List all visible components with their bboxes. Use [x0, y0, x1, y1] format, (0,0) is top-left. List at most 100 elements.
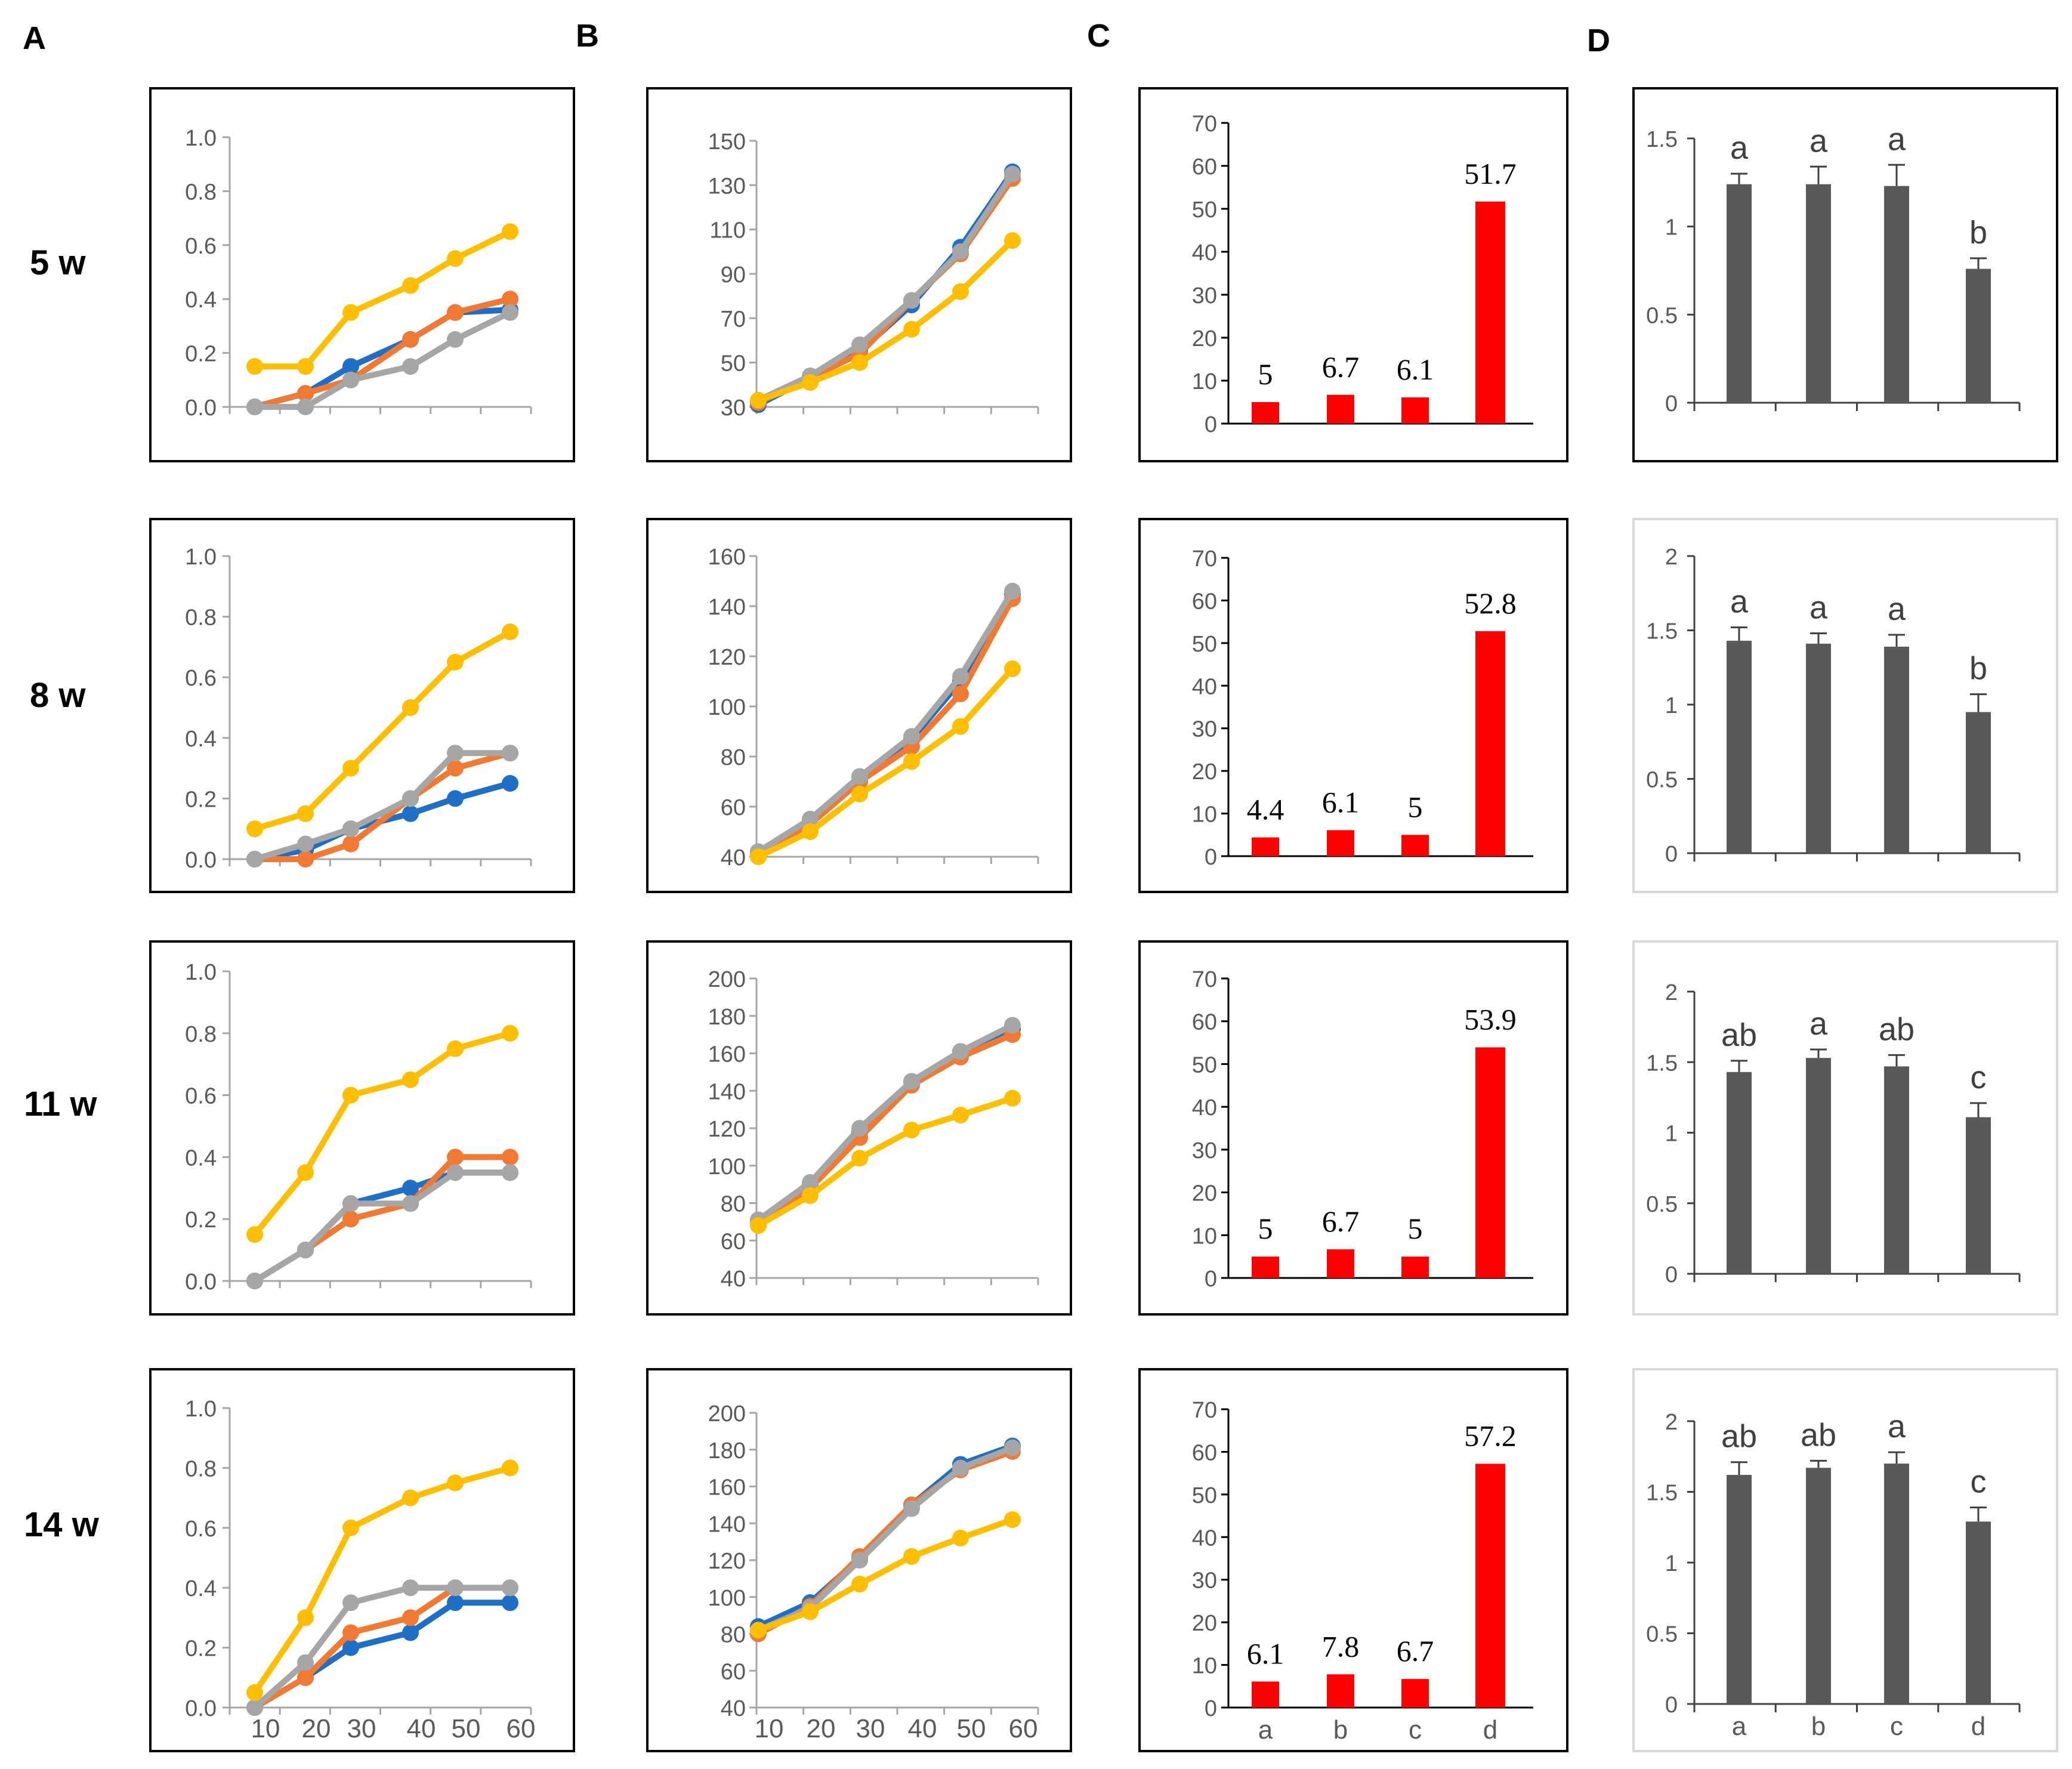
point-blue: [402, 1624, 419, 1641]
point-gray: [952, 243, 969, 260]
point-gray: [1004, 1017, 1021, 1034]
panel-frame: [149, 940, 575, 1316]
bar-a: [1252, 1256, 1279, 1278]
y-tick-label: 0.4: [185, 727, 217, 752]
y-tick-label: 60: [1192, 1010, 1217, 1035]
y-tick-label: 0.8: [185, 180, 217, 205]
bar-a: [1727, 640, 1752, 853]
point-gray: [952, 1043, 969, 1060]
point-orange: [447, 304, 464, 321]
data-label: 6.7: [1397, 1634, 1434, 1668]
point-blue: [342, 1639, 359, 1656]
chart-c-3: 0 10 20 30 40 50 60 70 5 6.7 5 53.9: [1138, 940, 1568, 1316]
series-line-yellow: [757, 238, 1015, 403]
y-tick-label: 10: [1192, 802, 1217, 828]
point-gray: [342, 820, 359, 838]
point-yellow: [851, 354, 868, 371]
point-orange: [502, 291, 518, 308]
y-tick-label: 0.0: [185, 1696, 217, 1721]
point-gray: [851, 1552, 868, 1569]
y-tick-label: 0: [1205, 1267, 1217, 1292]
y-tick-label: 0: [1665, 1693, 1678, 1718]
point-gray: [447, 331, 464, 348]
point-orange: [297, 851, 314, 867]
x-tick-label: 10: [755, 1714, 784, 1743]
y-tick-label: 10: [1192, 369, 1217, 394]
y-tick-label: 1: [1665, 215, 1678, 240]
series-line-gray: [255, 310, 512, 410]
y-tick-label: 20: [1192, 1611, 1217, 1636]
y-tick-label: 0.6: [185, 1084, 217, 1109]
y-tick-label: 100: [708, 1154, 746, 1180]
point-orange: [297, 385, 314, 402]
point-gray: [502, 745, 518, 762]
bar-d: [1475, 631, 1505, 856]
y-tick-label: 0.0: [185, 396, 217, 421]
y-tick-label: 1.5: [1646, 619, 1678, 644]
bar-a: [1252, 1681, 1279, 1708]
y-tick-label: 150: [708, 129, 746, 155]
point-blue: [502, 775, 518, 792]
bar-b: [1327, 1674, 1354, 1708]
x-tick-label: 20: [807, 1714, 836, 1743]
y-tick-label: 10: [1192, 1654, 1217, 1679]
category-label: c: [1890, 1712, 1903, 1741]
y-tick-label: 0: [1665, 842, 1678, 867]
y-tick-label: 0: [1205, 1696, 1217, 1721]
point-orange: [297, 1669, 314, 1686]
point-orange: [402, 331, 419, 348]
x-tick-label: 50: [452, 1714, 481, 1743]
y-tick-label: 200: [708, 1401, 746, 1427]
chart-a-2: 0.0 0.2 0.4 0.6 0.8 1.0: [149, 518, 575, 893]
y-tick-label: 1.0: [185, 126, 217, 151]
point-gray: [1004, 582, 1021, 600]
y-tick-label: 50: [721, 351, 746, 376]
significance-label: c: [1971, 1464, 1987, 1500]
point-yellow: [802, 1603, 819, 1620]
panel-letters: A B C D: [23, 18, 1610, 58]
point-yellow: [402, 699, 419, 716]
y-tick-label: 40: [721, 1267, 746, 1292]
chart-d-2: 0 0.5 1 1.5 2 a a a b: [1632, 518, 2058, 893]
y-tick-label: 80: [721, 745, 746, 770]
x-tick-label: 30: [347, 1714, 376, 1743]
y-tick-label: 80: [721, 1623, 746, 1648]
bar-c: [1884, 1464, 1909, 1704]
bar-d: [1475, 201, 1505, 424]
significance-label: a: [1888, 121, 1906, 157]
chart-b-2: 40 60 80 100 120 140 160: [646, 518, 1072, 893]
y-tick-label: 0.4: [185, 1576, 217, 1601]
point-yellow: [802, 374, 819, 391]
bar-b: [1806, 643, 1831, 853]
point-blue: [342, 358, 359, 375]
y-tick-label: 1.0: [185, 960, 217, 985]
point-yellow: [903, 1122, 920, 1139]
y-tick-label: 0.6: [185, 666, 217, 691]
point-yellow: [447, 1040, 464, 1057]
point-yellow: [342, 304, 359, 321]
point-gray: [246, 399, 263, 415]
point-gray: [402, 358, 419, 375]
data-label: 5: [1258, 1212, 1273, 1245]
point-gray: [802, 811, 819, 828]
point-orange: [402, 1609, 419, 1626]
point-yellow: [246, 358, 263, 375]
data-label: 6.1: [1322, 785, 1360, 819]
y-tick-label: 0.8: [185, 1022, 217, 1047]
significance-label: ab: [1721, 1017, 1757, 1053]
category-label: d: [1971, 1712, 1985, 1741]
y-tick-label: 20: [1192, 1181, 1217, 1206]
series-line-gray: [253, 1169, 510, 1284]
bar-b: [1327, 394, 1354, 424]
y-tick-label: 0.6: [185, 1517, 217, 1542]
point-gray: [342, 1594, 359, 1611]
y-tick-label: 50: [1192, 1052, 1217, 1078]
y-tick-label: 100: [708, 695, 746, 720]
y-tick-label: 0: [1665, 1262, 1678, 1288]
point-gray: [297, 1242, 314, 1259]
y-tick-label: 50: [1192, 197, 1217, 223]
series-line-yellow: [756, 1095, 1014, 1228]
data-label: 51.7: [1464, 157, 1517, 190]
y-tick-label: 130: [708, 174, 746, 199]
y-tick-label: 50: [1192, 1483, 1217, 1508]
